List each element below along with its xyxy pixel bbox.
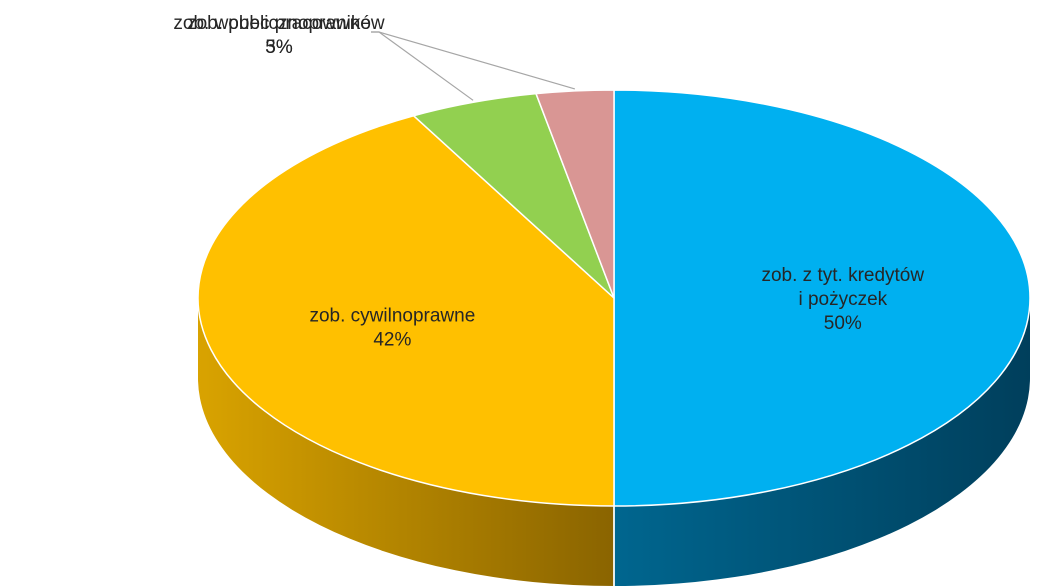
pie-slice-3	[535, 89, 615, 299]
percent-label: 3%	[265, 37, 293, 58]
pie-slices	[197, 89, 1031, 507]
pie-side-1	[198, 298, 614, 586]
pie-sides	[198, 298, 1030, 586]
data-labels: zob. z tyt. kredytów i pożyczek 50% zob. cy…	[173, 13, 924, 350]
pie-slice-0	[613, 89, 1031, 507]
data-label-2: zob. publicznoprawne 5%	[187, 13, 371, 58]
leader-line-2	[371, 31, 474, 101]
leader-lines	[371, 31, 576, 101]
leader-line-3	[371, 31, 576, 90]
percent-label: 50%	[824, 313, 862, 334]
category-label: i pożyczek	[798, 289, 887, 310]
data-label-1: zob. cywilnoprawne 42%	[309, 305, 475, 350]
data-label-0: zob. z tyt. kredytów i pożyczek 50%	[761, 265, 924, 334]
category-label: zob. cywilnoprawne	[309, 305, 475, 326]
category-label: zob. z tyt. kredytów	[761, 265, 924, 286]
category-label: zob. publicznoprawne	[187, 13, 371, 34]
pie-side-0	[614, 298, 1030, 586]
percent-label: 42%	[373, 329, 411, 350]
data-label-3: zob. wobec pracowników 3%	[173, 13, 384, 58]
percent-label: 5%	[265, 37, 293, 58]
category-label: zob. wobec pracowników	[173, 13, 384, 34]
pie-slice-1	[197, 114, 615, 507]
